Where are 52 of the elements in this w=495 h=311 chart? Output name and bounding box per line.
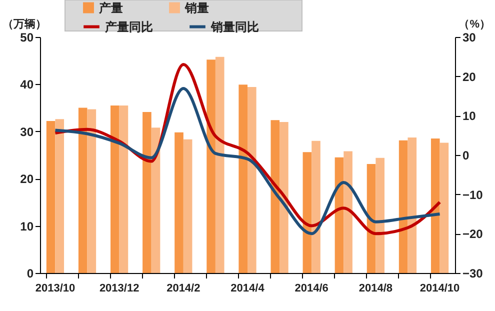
legend-label: 产量 (98, 0, 123, 15)
bar (55, 119, 64, 273)
legend-label: 销量 (184, 0, 209, 15)
bar (78, 108, 88, 273)
bar (408, 138, 417, 273)
bar (238, 84, 248, 273)
y2-tick-label: 20 (462, 70, 476, 84)
bar (46, 121, 56, 273)
legend-label: 销量同比 (210, 20, 259, 34)
bar (440, 142, 449, 273)
bar (302, 152, 312, 273)
bar (119, 105, 128, 273)
bar (110, 105, 120, 273)
bar (248, 87, 256, 273)
bar (270, 120, 280, 273)
y2-tick-label: 10 (462, 109, 476, 124)
x-tick-label: 2014/6 (294, 282, 328, 294)
x-tick-label: 2014/4 (230, 282, 266, 294)
bar (430, 138, 440, 273)
legend-label: 产量同比 (104, 20, 153, 34)
bar (312, 140, 320, 273)
y2-tick-label: −20 (462, 227, 484, 242)
bar (87, 109, 96, 273)
y-tick-label: 30 (20, 124, 34, 139)
bar (174, 132, 184, 273)
y-tick-label: 20 (20, 172, 34, 186)
y-tick-label: 0 (26, 266, 34, 280)
y2-tick-label: −30 (462, 266, 484, 280)
x-tick-label: 2014/8 (358, 282, 393, 294)
y2-tick-label: −10 (462, 188, 484, 202)
bar (215, 56, 224, 273)
bar (206, 60, 216, 273)
x-tick-label: 2014/2 (166, 282, 200, 294)
y2-axis-title: （%） (458, 18, 490, 30)
y2-tick-label: 0 (462, 148, 470, 162)
bar (183, 139, 192, 273)
bar (376, 158, 384, 273)
y-axis-title: （万辆） (2, 18, 46, 30)
bar (398, 140, 408, 273)
bar (280, 122, 288, 273)
y-tick-label: 10 (20, 219, 34, 234)
bar (366, 164, 376, 273)
y2-tick-label: 30 (462, 30, 476, 44)
bar (344, 151, 352, 273)
x-tick-label: 2013/12 (99, 282, 140, 294)
y-tick-label: 40 (20, 78, 34, 92)
x-tick-label: 2013/10 (35, 282, 76, 294)
bar (151, 128, 160, 273)
x-tick-label: 2014/10 (420, 282, 460, 294)
bar (334, 157, 344, 273)
bar (142, 112, 152, 273)
y-tick-label: 50 (20, 30, 34, 44)
